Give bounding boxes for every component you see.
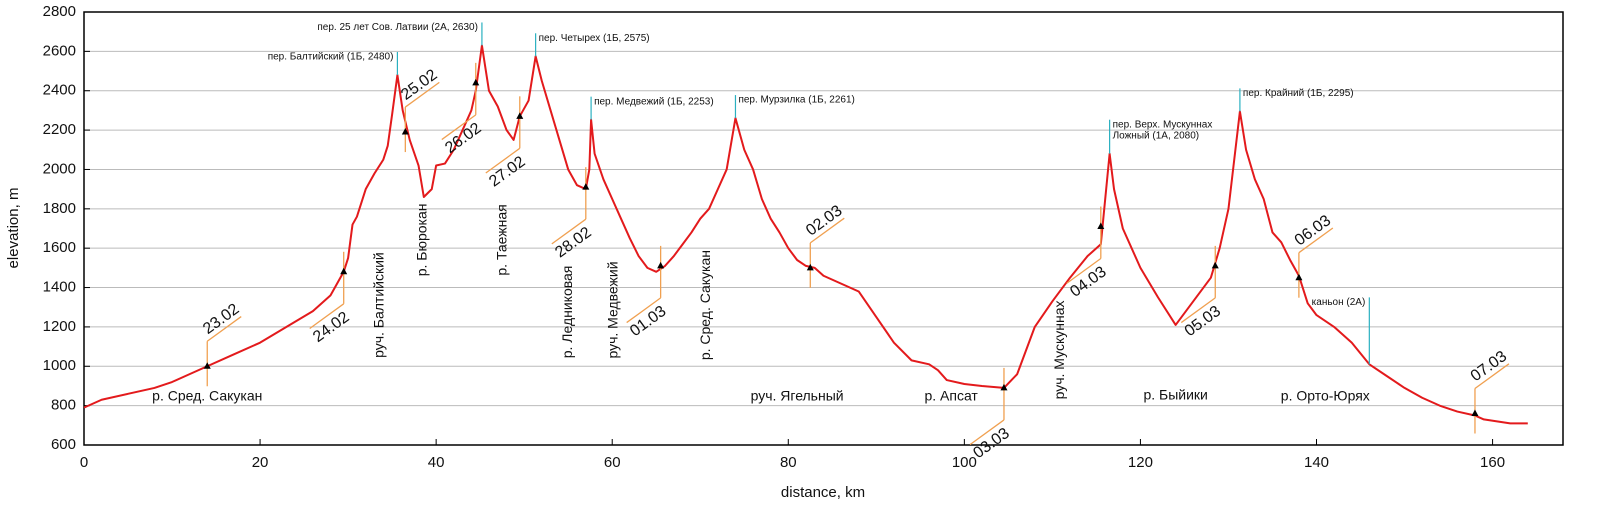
date-underline bbox=[1180, 297, 1216, 324]
date-underline bbox=[1066, 258, 1102, 284]
date-label: 04.03 bbox=[1067, 263, 1109, 300]
elevation-line bbox=[83, 44, 1528, 425]
y-tick-label: 2400 bbox=[43, 82, 76, 99]
y-tick-label: 2800 bbox=[43, 3, 76, 20]
date-underline bbox=[1298, 227, 1334, 254]
pass-label: пер. Верх. Мускуннах bbox=[1113, 119, 1213, 130]
date-underline bbox=[206, 316, 242, 342]
pass-label: пер. Четырех (1Б, 2575) bbox=[539, 33, 650, 44]
y-tick-label: 2000 bbox=[43, 160, 76, 177]
pass-label: Ложный (1А, 2080) bbox=[1113, 130, 1199, 141]
date-underline bbox=[1474, 363, 1510, 390]
river-label: р. Апсат bbox=[924, 388, 978, 404]
canyon-label: каньон (2А) bbox=[1312, 297, 1366, 308]
date-label: 28.02 bbox=[552, 224, 594, 261]
pass-label: пер. Балтийский (1Б, 2480) bbox=[268, 52, 394, 63]
y-tick-label: 1200 bbox=[43, 318, 76, 335]
camp-marker bbox=[203, 362, 211, 369]
x-tick-label: 160 bbox=[1480, 454, 1505, 471]
camp-marker bbox=[1211, 261, 1219, 269]
camp-marker bbox=[806, 263, 814, 271]
y-tick-label: 600 bbox=[51, 436, 76, 453]
river-label: руч. Медвежий bbox=[605, 261, 621, 358]
camp-marker bbox=[1471, 409, 1479, 417]
date-label: 27.02 bbox=[486, 153, 528, 190]
date-underline bbox=[441, 114, 477, 141]
river-label: руч. Мускуннах bbox=[1051, 300, 1067, 399]
date-label: 02.03 bbox=[803, 202, 845, 239]
x-tick-label: 60 bbox=[604, 454, 621, 471]
camp-marker bbox=[472, 78, 480, 86]
camp-marker bbox=[1295, 273, 1303, 281]
pass-label: пер. 25 лет Сов. Латвии (2А, 2630) bbox=[317, 22, 478, 33]
date-label: 23.02 bbox=[200, 301, 242, 338]
camp-marker bbox=[340, 267, 348, 275]
river-label: р. Таежная bbox=[494, 204, 510, 275]
date-underline bbox=[626, 297, 662, 324]
x-tick-label: 80 bbox=[780, 454, 797, 471]
plot-frame bbox=[83, 11, 1564, 446]
date-underline bbox=[969, 419, 1005, 446]
y-tick-label: 800 bbox=[51, 397, 76, 414]
date-label: 06.03 bbox=[1292, 212, 1334, 249]
y-tick-label: 2600 bbox=[43, 42, 76, 59]
camp-marker bbox=[582, 183, 590, 190]
x-tick-label: 140 bbox=[1304, 454, 1329, 471]
date-underline bbox=[809, 217, 845, 244]
date-underline bbox=[485, 147, 521, 174]
x-tick-label: 120 bbox=[1128, 454, 1153, 471]
y-tick-label: 1600 bbox=[43, 239, 76, 256]
river-label: руч. Ягельный bbox=[751, 388, 844, 404]
y-tick-label: 1000 bbox=[43, 357, 76, 374]
river-label: руч. Балтийский bbox=[371, 252, 387, 358]
river-label: р. Орто-Юрях bbox=[1281, 388, 1370, 404]
river-label: р. Бюрокан bbox=[414, 204, 430, 277]
x-tick-label: 100 bbox=[952, 454, 977, 471]
river-label: р. Быйики bbox=[1143, 386, 1207, 402]
y-axis-title: elevation, m bbox=[5, 188, 22, 269]
date-label: 25.02 bbox=[398, 66, 440, 103]
x-tick-label: 40 bbox=[428, 454, 445, 471]
camp-marker bbox=[1097, 222, 1105, 230]
x-tick-label: 20 bbox=[252, 454, 269, 471]
camp-marker bbox=[657, 261, 665, 269]
date-underline bbox=[309, 303, 345, 330]
camp-marker bbox=[1000, 383, 1008, 391]
camp-marker bbox=[401, 128, 409, 135]
y-tick-label: 2200 bbox=[43, 121, 76, 138]
river-label: р. Ледниковая bbox=[559, 266, 575, 359]
pass-label: пер. Крайний (1Б, 2295) bbox=[1243, 88, 1354, 99]
pass-label: пер. Медвежий (1Б, 2253) bbox=[594, 96, 714, 107]
river-label: р. Сред. Сакукан bbox=[152, 388, 262, 404]
camp-marker bbox=[516, 112, 524, 119]
x-tick-label: 0 bbox=[80, 454, 88, 471]
date-underline bbox=[404, 81, 440, 108]
date-label: 01.03 bbox=[627, 303, 669, 340]
x-axis-title: distance, km bbox=[781, 484, 865, 501]
date-underline bbox=[551, 218, 587, 245]
pass-label: пер. Мурзилка (1Б, 2261) bbox=[738, 95, 854, 106]
river-label: р. Сред. Сакукан bbox=[697, 250, 713, 360]
date-label: 03.03 bbox=[970, 425, 1012, 462]
y-tick-label: 1400 bbox=[43, 279, 76, 296]
y-tick-label: 1800 bbox=[43, 200, 76, 217]
date-label: 26.02 bbox=[442, 120, 484, 157]
